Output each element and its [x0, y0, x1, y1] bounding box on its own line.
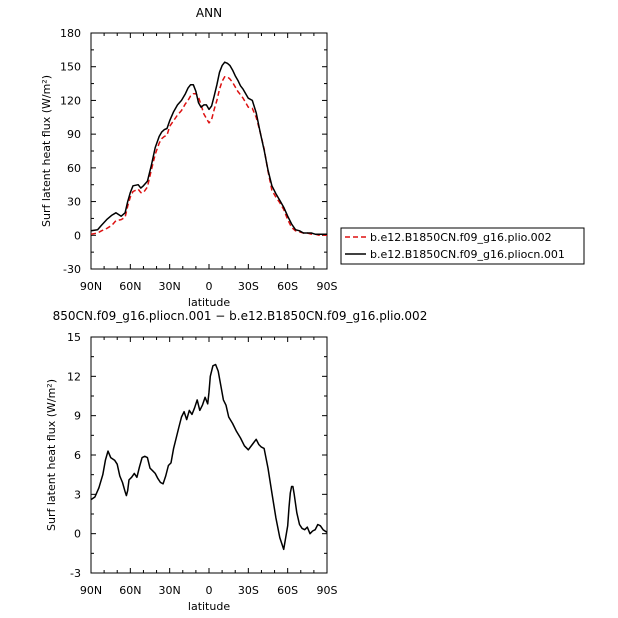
series-line-0	[90, 76, 327, 237]
x-tick-label: 60S	[277, 280, 298, 293]
x-tick-label: 30N	[159, 584, 181, 597]
x-tick-label: 0	[206, 280, 213, 293]
x-tick-label: 60S	[277, 584, 298, 597]
plot-frame	[90, 32, 328, 270]
legend-entry-plio: b.e12.B1850CN.f09_g16.plio.002	[370, 231, 552, 244]
legend-entry-pliocn: b.e12.B1850CN.f09_g16.pliocn.001	[370, 248, 565, 261]
series-line-1	[90, 61, 327, 235]
chart-title: ANN	[196, 6, 222, 20]
legend-box	[340, 227, 585, 265]
y-axis: -3 0 3 6 9 12 15	[67, 331, 327, 580]
x-tick-label: 60N	[119, 280, 141, 293]
x-axis: 90N 60N 30N 0 30S 60S 90S	[80, 337, 338, 597]
x-tick-label: 90S	[317, 584, 338, 597]
x-tick-label: 30N	[159, 280, 181, 293]
series-line-0	[90, 363, 328, 551]
x-tick-label: 90S	[317, 280, 338, 293]
x-tick-label: 60N	[119, 584, 141, 597]
y-tick-label: 30	[67, 196, 81, 209]
x-axis-label: latitude	[188, 600, 230, 613]
plot-frame	[90, 336, 328, 574]
x-axis: 90N 60N 30N 0 30S 60S 90S	[80, 33, 338, 293]
plot-area	[90, 363, 328, 551]
chart-difference-latent-heat-flux: 850CN.f09_g16.pliocn.001 − b.e12.B1850CN…	[45, 309, 427, 613]
y-tick-label: 3	[74, 488, 81, 501]
x-tick-label: 90N	[80, 584, 102, 597]
y-tick-label: 9	[74, 410, 81, 423]
chart-title: 850CN.f09_g16.pliocn.001 − b.e12.B1850CN…	[53, 309, 428, 323]
legend: b.e12.B1850CN.f09_g16.plio.002 b.e12.B18…	[340, 227, 585, 265]
y-tick-label: 150	[60, 61, 81, 74]
y-axis-label: Surf latent heat flux (W/m²)	[40, 75, 53, 227]
x-tick-label: 90N	[80, 280, 102, 293]
y-tick-label: 180	[60, 27, 81, 40]
plot-area	[90, 61, 327, 237]
y-axis-label: Surf latent heat flux (W/m²)	[45, 379, 58, 531]
y-tick-label: 0	[74, 528, 81, 541]
y-tick-label: 6	[74, 449, 81, 462]
y-tick-label: 60	[67, 162, 81, 175]
y-tick-label: 15	[67, 331, 81, 344]
y-tick-label: -30	[63, 263, 81, 276]
y-axis: -30 0 30 60 90 120 150 180	[60, 27, 327, 276]
y-tick-label: 0	[74, 229, 81, 242]
x-tick-label: 30S	[238, 584, 259, 597]
x-tick-label: 0	[206, 584, 213, 597]
y-tick-label: 120	[60, 94, 81, 107]
chart-annual-latent-heat-flux: ANN -30 0 30 60 90 120 150 180 90N 60N 30N 0 30S 60S…	[40, 6, 338, 309]
y-tick-label: 90	[67, 128, 81, 141]
y-tick-label: 12	[67, 370, 81, 383]
x-axis-label: latitude	[188, 296, 230, 309]
y-tick-label: -3	[70, 567, 81, 580]
x-tick-label: 30S	[238, 280, 259, 293]
